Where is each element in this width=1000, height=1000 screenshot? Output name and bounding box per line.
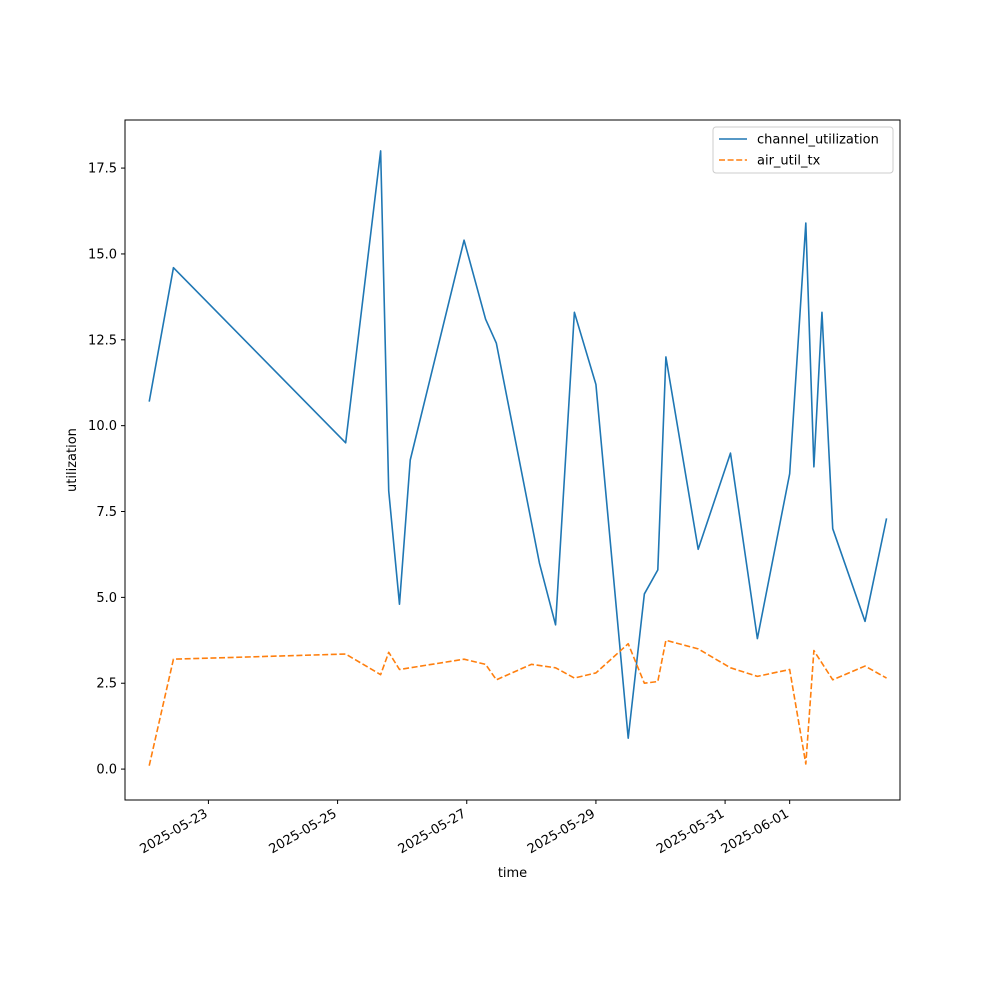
legend-box xyxy=(712,126,894,174)
y-tick-label: 12.5 xyxy=(88,333,117,348)
y-axis: 0.0 2.5 5.0 7.5 10.0 12.5 15.0 17.5 xyxy=(88,162,125,778)
x-axis-label: time xyxy=(498,866,527,881)
legend-label-channel_utilization: channel_utilization xyxy=(757,133,879,148)
y-tick-label: 15.0 xyxy=(88,247,117,262)
series-line-air_util_tx xyxy=(148,639,887,766)
y-tick-label: 5.0 xyxy=(96,591,117,606)
series-layer xyxy=(148,150,888,766)
y-tick-label: 7.5 xyxy=(96,505,117,520)
plot-frame xyxy=(124,119,901,801)
y-axis-label: utilization xyxy=(65,428,80,492)
series-line-channel_utilization xyxy=(148,150,888,739)
y-tick-label: 10.0 xyxy=(88,419,117,434)
y-tick-label: 17.5 xyxy=(88,162,117,177)
legend: channel_utilization air_util_tx xyxy=(712,126,894,174)
y-tick-label: 0.0 xyxy=(96,763,117,778)
legend-label-air_util_tx: air_util_tx xyxy=(757,154,821,169)
y-tick-label: 2.5 xyxy=(96,677,117,692)
